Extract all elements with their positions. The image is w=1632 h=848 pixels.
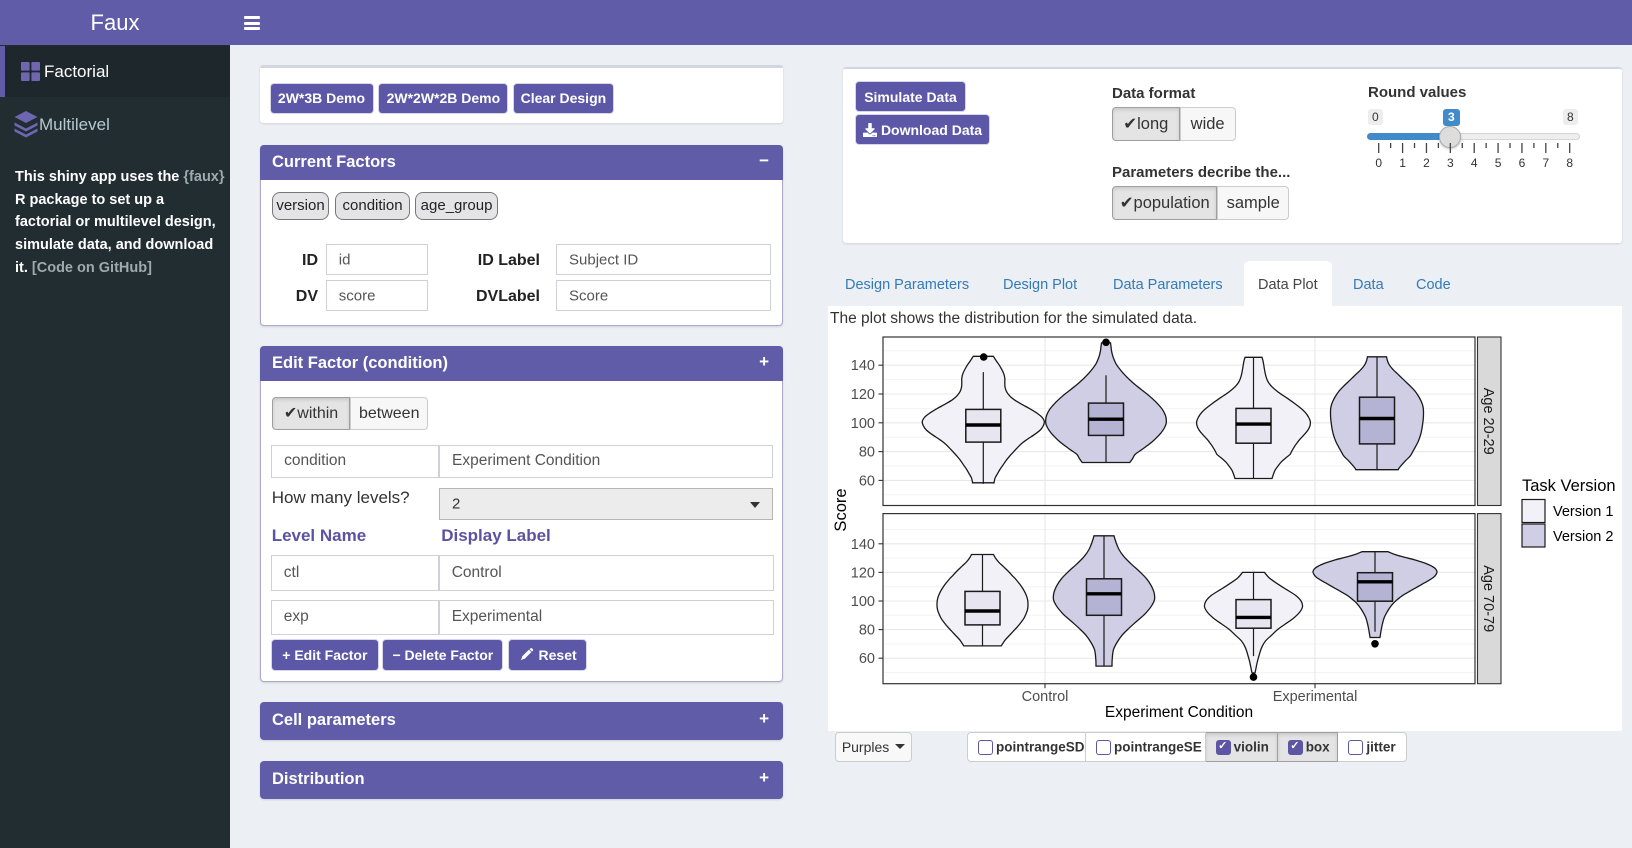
svg-text:Version 1: Version 1 xyxy=(1553,504,1613,520)
svg-text:Age 70-79: Age 70-79 xyxy=(1480,565,1496,632)
svg-text:4: 4 xyxy=(1471,156,1478,170)
svg-text:2: 2 xyxy=(1423,156,1430,170)
svg-text:7: 7 xyxy=(1542,156,1549,170)
svg-text:Experiment Condition: Experiment Condition xyxy=(1105,704,1253,721)
svg-text:6: 6 xyxy=(1519,156,1526,170)
svg-text:3: 3 xyxy=(1447,156,1454,170)
svg-text:120: 120 xyxy=(851,565,875,581)
svg-text:Version 2: Version 2 xyxy=(1553,529,1613,545)
svg-text:140: 140 xyxy=(851,537,875,553)
svg-text:Task Version: Task Version xyxy=(1522,477,1616,495)
svg-text:120: 120 xyxy=(851,387,875,403)
svg-text:1: 1 xyxy=(1399,156,1406,170)
svg-text:Experimental: Experimental xyxy=(1273,689,1358,705)
svg-text:80: 80 xyxy=(859,445,875,461)
svg-text:5: 5 xyxy=(1495,156,1502,170)
svg-text:140: 140 xyxy=(851,358,875,374)
svg-text:80: 80 xyxy=(859,623,875,639)
svg-text:100: 100 xyxy=(851,416,875,432)
svg-text:Score: Score xyxy=(832,488,850,531)
svg-text:60: 60 xyxy=(859,473,875,489)
svg-text:Control: Control xyxy=(1022,689,1069,705)
svg-text:0: 0 xyxy=(1375,156,1382,170)
svg-text:8: 8 xyxy=(1566,156,1573,170)
svg-text:60: 60 xyxy=(859,651,875,667)
svg-text:100: 100 xyxy=(851,594,875,610)
svg-text:Age 20-29: Age 20-29 xyxy=(1480,388,1496,455)
